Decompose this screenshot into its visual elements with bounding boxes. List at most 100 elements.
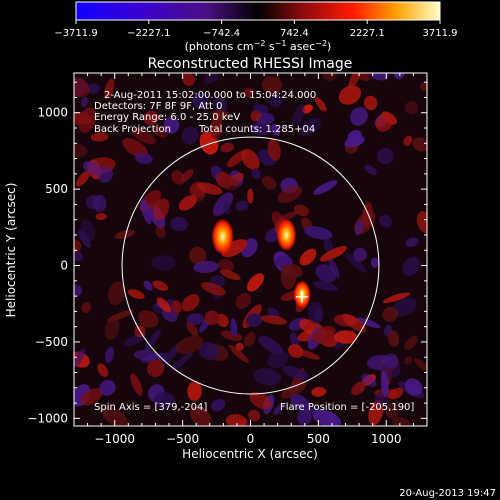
texture-blob [369,73,389,81]
texture-blob [342,313,367,333]
colorbar-tick-label: 742.4 [280,28,309,39]
texture-blob [416,211,427,234]
texture-blob [198,342,220,360]
x-axis-title: Heliocentric X (arcsec) [182,447,318,461]
texture-blob [204,310,220,326]
texture-blob [361,373,377,388]
texture-blob [311,387,327,397]
texture-blob [267,350,289,369]
texture-blob [218,258,235,272]
texture-blob [104,317,120,340]
texture-blob [281,263,303,278]
texture-blob [243,88,255,98]
texture-blob [307,301,324,324]
y-tick-label: 0 [60,259,68,273]
texture-blob [235,342,244,351]
texture-blob [114,229,136,239]
texture-blob [189,246,207,265]
spin-axis-label: Spin Axis = [379,-204] [94,402,207,413]
texture-blob [405,378,423,396]
texture-blob [219,269,241,281]
texture-blob [76,170,91,187]
texture-blob [181,294,200,312]
texture-blob [322,73,338,82]
texture-blob [104,78,115,100]
texture-blob [279,211,297,221]
texture-blob [311,325,336,343]
axis-ticks [74,73,427,426]
spin-axis-marker [295,290,308,303]
texture-blob [364,164,377,176]
texture-blob [247,188,254,204]
texture-blob [152,125,168,138]
texture-blob [228,344,249,364]
y-axis-title: Heliocentric Y (arcsec) [4,183,18,318]
texture-blob [392,417,413,426]
texture-blob [299,248,317,266]
y-tick-label: 500 [45,182,68,196]
texture-blob [319,246,347,262]
texture-blob [290,394,312,413]
texture-blob [291,104,305,127]
texture-blob [261,76,282,94]
texture-blob [193,261,219,274]
texture-blob [175,336,204,355]
texture-blob [95,213,108,221]
texture-blob [192,93,209,109]
texture-blob [289,332,300,348]
texture-blob [223,202,231,215]
texture-blob [143,280,153,291]
texture-blob [86,83,101,94]
texture-blob [187,381,202,402]
texture-blob [261,175,277,190]
texture-blob [253,368,282,386]
texture-blob [412,137,427,152]
texture-blob [163,117,180,134]
texture-blob [182,73,196,86]
footer-date: 20-Aug-2013 19:47 [399,488,496,499]
y-tick-label: 1000 [37,106,68,120]
texture-blob [244,331,256,347]
texture-blob [216,313,229,328]
texture-blob [178,195,198,211]
texture-blob [414,358,427,373]
flare-source [276,218,297,252]
texture-blob [323,237,334,255]
texture-blob [128,289,145,300]
texture-blob [74,143,88,158]
texture-blob [387,330,399,347]
texture-blob [78,230,91,248]
texture-blob [328,258,340,279]
texture-blob [156,297,172,313]
texture-blob [80,219,95,242]
texture-blob [267,139,281,161]
texture-blob [381,111,397,125]
texture-blob [277,185,303,204]
axis-tick-labels: −1000 −500 0 500 1000 1000 500 0 −500 −1000 [27,106,401,446]
x-tick-label: 500 [307,432,330,446]
x-tick-label: 0 [247,432,255,446]
annotation-counts: Total counts: 1.285+04 [198,124,315,135]
texture-blob [108,281,126,306]
texture-blob [140,198,152,225]
flare-sources [211,218,311,309]
texture-blob [74,248,84,262]
texture-blob [81,301,92,314]
texture-blob [420,81,427,92]
x-tick-label: −1000 [94,432,135,446]
texture-blob [299,117,321,136]
x-tick-label: 1000 [371,432,402,446]
texture-blob [370,257,379,268]
texture-blob [353,247,368,262]
texture-blob [312,410,342,426]
texture-blob [338,85,362,105]
texture-blob [246,273,265,292]
texture-blob [203,73,219,84]
texture-blob [362,202,373,228]
texture-blob [273,402,285,415]
texture-blob [246,313,263,327]
annotation-method: Back Projection [94,124,171,135]
texture-blob [258,335,284,355]
texture-blob [226,150,248,167]
texture-blob [301,104,313,114]
